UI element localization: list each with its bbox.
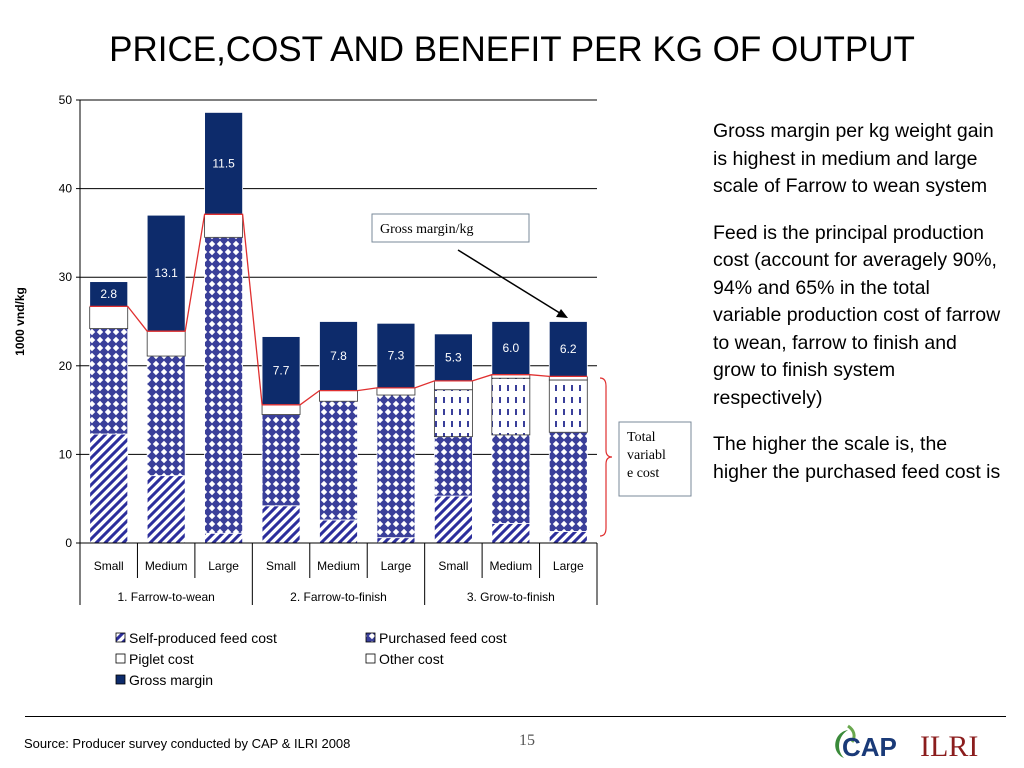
bar-segment — [146, 355, 186, 477]
ilri-logo-text: ILRI — [920, 730, 978, 763]
y-tick-label: 40 — [59, 182, 73, 196]
bar-segment — [433, 436, 473, 497]
group-label: 3. Grow-to-finish — [467, 590, 555, 604]
total-cost-callout-text: e cost — [627, 466, 659, 481]
data-label: 5.3 — [445, 350, 462, 364]
side-paragraph-2: Feed is the principal production cost (a… — [713, 221, 1001, 409]
y-tick-label: 30 — [59, 270, 73, 284]
data-label: 6.2 — [560, 342, 577, 356]
category-label: Small — [438, 559, 468, 573]
category-label: Large — [208, 559, 239, 573]
bar-segment — [204, 112, 244, 215]
total-cost-brace — [599, 377, 613, 537]
bar-segment — [261, 505, 301, 544]
bar-segment — [433, 389, 473, 438]
bar-segment — [491, 523, 531, 544]
cap-logo: CAP — [835, 724, 897, 762]
footer-divider — [25, 716, 1006, 717]
bar-segment — [376, 322, 416, 389]
page-number: 15 — [519, 732, 535, 749]
gross-margin-callout-text: Gross margin/kg — [380, 222, 473, 237]
callout-arrow-line — [457, 249, 564, 316]
legend-label: Other cost — [379, 651, 444, 667]
category-label: Medium — [317, 559, 360, 573]
bar-segment — [548, 321, 588, 377]
category-label: Small — [94, 559, 124, 573]
bar-segment — [146, 330, 186, 357]
group-label: 2. Farrow-to-finish — [290, 590, 387, 604]
bar-segment — [548, 431, 588, 532]
bar-segment — [319, 321, 358, 392]
bar-segment — [491, 377, 531, 436]
bar-segment — [261, 414, 301, 507]
callout-arrowhead — [556, 309, 568, 318]
side-paragraph-3: The higher the scale is, the higher the … — [713, 433, 1001, 483]
y-tick-label: 50 — [59, 93, 73, 107]
legend-swatch — [115, 674, 126, 685]
bar-segment — [491, 321, 531, 376]
category-label: Small — [266, 559, 296, 573]
data-label: 7.3 — [388, 349, 405, 363]
bar-segment — [89, 306, 129, 329]
source-note: Source: Producer survey conducted by CAP… — [24, 736, 351, 751]
total-cost-callout-text: Total — [627, 430, 656, 445]
bar-segment — [89, 281, 129, 307]
cap-logo-text: CAP — [842, 732, 897, 762]
legend-swatch — [115, 653, 126, 664]
bar-segment — [376, 387, 416, 396]
gross-margin-connector-line — [89, 213, 588, 406]
legend-label: Self-produced feed cost — [129, 630, 277, 646]
bar-segment — [548, 379, 588, 433]
legend-swatch — [365, 653, 376, 664]
bar-segment — [319, 390, 358, 402]
bar-segment — [319, 400, 358, 521]
y-tick-label: 10 — [59, 447, 73, 461]
legend-swatch — [365, 632, 376, 643]
data-label: 2.8 — [100, 287, 117, 301]
bar-segment — [319, 519, 358, 544]
bar-segment — [376, 394, 416, 539]
bar-segment — [261, 404, 301, 415]
legend-label: Purchased feed cost — [379, 630, 507, 646]
bar-segment — [433, 495, 473, 544]
side-paragraph-1: Gross margin per kg weight gain is highe… — [713, 120, 994, 197]
legend-label: Piglet cost — [129, 651, 194, 667]
y-axis-label: 1000 vnd/kg — [13, 287, 27, 356]
data-label: 7.7 — [273, 364, 290, 378]
bar-segment — [261, 336, 301, 406]
bar-segment — [89, 433, 129, 544]
category-label: Large — [381, 559, 412, 573]
group-label: 1. Farrow-to-wean — [117, 590, 214, 604]
bar-segment — [376, 537, 416, 544]
bar-segment — [491, 434, 531, 524]
category-label: Large — [553, 559, 584, 573]
data-label: 6.0 — [502, 341, 519, 355]
data-label: 13.1 — [154, 266, 178, 280]
category-label: Medium — [145, 559, 188, 573]
bar-segment — [433, 380, 473, 391]
slide-title: PRICE,COST AND BENEFIT PER KG OF OUTPUT — [109, 30, 915, 69]
bar-segment — [204, 532, 244, 544]
bar-segment — [204, 213, 244, 238]
partner-logos: CAP ILRI — [835, 724, 978, 763]
category-label: Medium — [489, 559, 532, 573]
y-tick-label: 20 — [59, 359, 73, 373]
total-cost-callout-box — [618, 421, 692, 497]
bar-segment — [89, 328, 129, 435]
legend-swatch — [115, 632, 126, 643]
total-cost-callout-text: variabl — [627, 448, 666, 463]
data-label: 11.5 — [212, 156, 235, 170]
bar-segment — [146, 475, 186, 544]
legend-label: Gross margin — [129, 672, 213, 688]
bar-segment — [548, 531, 588, 544]
bar-segment — [204, 236, 244, 534]
data-label: 7.8 — [330, 349, 347, 363]
side-commentary: Gross margin per kg weight gain is highe… — [713, 118, 1003, 505]
y-tick-label: 0 — [65, 536, 72, 550]
gross-margin-callout-box — [371, 213, 530, 243]
